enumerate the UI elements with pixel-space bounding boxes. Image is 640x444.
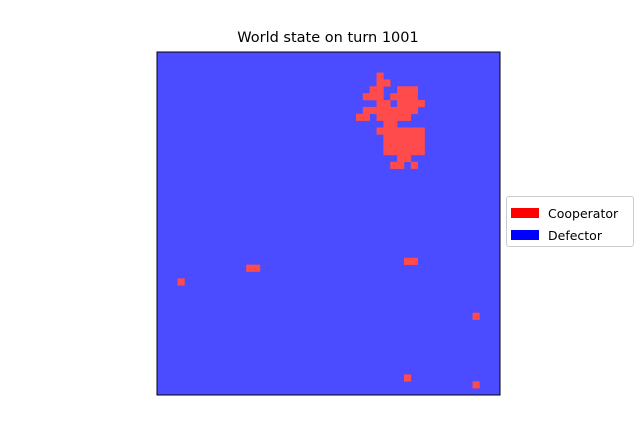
cooperator-cell <box>472 381 480 389</box>
cooperator-cell <box>390 148 398 156</box>
cooperator-cell <box>410 134 418 142</box>
cooperator-cell <box>246 264 254 272</box>
cooperator-cell <box>390 106 398 115</box>
cooperator-cell <box>403 113 412 121</box>
cooperator-cell <box>403 106 412 115</box>
cooperator-cell <box>417 100 425 108</box>
cooperator-cell <box>403 100 412 108</box>
cooperator-cell <box>397 161 405 169</box>
cooperator-cell <box>362 113 370 121</box>
cooperator-cell <box>397 148 405 156</box>
cooperator-cell <box>410 86 418 94</box>
cooperator-cell <box>376 72 384 80</box>
cooperator-cell <box>397 134 405 142</box>
legend-swatch-cooperator <box>511 208 539 218</box>
cooperator-cell <box>410 127 418 135</box>
heatmap-background <box>157 52 500 395</box>
chart-title: World state on turn 1001 <box>237 30 419 46</box>
cooperator-cell <box>390 161 398 169</box>
plot-frame <box>156 51 501 396</box>
cooperator-cell <box>383 141 391 149</box>
legend: Cooperator Defector <box>506 196 634 247</box>
cooperator-cell <box>177 278 185 286</box>
cooperator-cell <box>397 93 405 101</box>
cooperator-cell <box>362 106 370 115</box>
cooperator-cell <box>403 154 412 163</box>
cooperator-cell <box>390 93 398 101</box>
cooperator-cell <box>369 86 377 94</box>
cooperator-cell <box>403 134 412 142</box>
cooperator-cell <box>390 120 398 128</box>
cooperator-cell <box>403 93 412 101</box>
cooperator-cell <box>390 127 398 135</box>
cooperator-cell <box>403 148 412 156</box>
cooperator-cell <box>390 134 398 142</box>
cooperator-cell <box>397 86 405 94</box>
cooperator-cell <box>362 93 370 101</box>
legend-label-defector: Defector <box>548 227 602 243</box>
cooperator-cell <box>410 100 418 108</box>
cooperator-cell <box>369 93 377 101</box>
cooperator-cell <box>403 374 412 382</box>
cooperator-cell <box>376 127 384 135</box>
cooperator-cell <box>383 127 391 135</box>
cooperator-cell <box>390 113 398 121</box>
cooperator-cell <box>410 148 418 156</box>
cooperator-cell <box>417 127 425 135</box>
cooperator-cell <box>355 113 364 121</box>
cooperator-cell <box>383 148 391 156</box>
cooperator-cell <box>397 141 405 149</box>
cooperator-cell <box>376 86 384 94</box>
cooperator-cell <box>403 141 412 149</box>
cooperator-cell <box>403 86 412 94</box>
cooperator-cell <box>383 106 391 115</box>
cooperator-cell <box>397 100 405 108</box>
cooperator-cell <box>410 106 418 115</box>
cooperator-cell <box>397 127 405 135</box>
cooperator-cell <box>376 100 384 108</box>
cooperator-cell <box>417 148 425 156</box>
cooperator-cell <box>397 106 405 115</box>
cooperator-cell <box>383 100 391 108</box>
cooperator-cell <box>369 106 377 115</box>
cooperator-cell <box>403 257 412 265</box>
cooperator-cell <box>410 93 418 101</box>
cooperator-cell <box>376 113 384 121</box>
cooperator-cell <box>410 141 418 149</box>
cooperator-cell <box>397 113 405 121</box>
cooperator-cell <box>253 264 261 272</box>
cooperator-cell <box>472 312 480 320</box>
cooperator-cell <box>383 134 391 142</box>
cooperator-cell <box>383 79 391 87</box>
cooperator-cell <box>376 106 384 115</box>
cooperator-cell <box>390 141 398 149</box>
cooperator-cell <box>417 134 425 142</box>
legend-label-cooperator: Cooperator <box>548 205 619 221</box>
legend-swatch-defector <box>511 230 539 240</box>
cooperator-cell <box>397 154 405 163</box>
legend-entry-cooperator: Cooperator <box>511 205 618 221</box>
legend-entry-defector: Defector <box>511 227 602 243</box>
cooperator-cell <box>383 120 391 128</box>
cooperator-cell <box>410 257 418 265</box>
cooperator-cell <box>376 79 384 87</box>
cooperator-cell <box>417 141 425 149</box>
cooperator-cell <box>383 113 391 121</box>
cooperator-cell <box>376 93 384 101</box>
cooperator-cell <box>410 161 418 169</box>
cooperator-cell <box>403 127 412 135</box>
